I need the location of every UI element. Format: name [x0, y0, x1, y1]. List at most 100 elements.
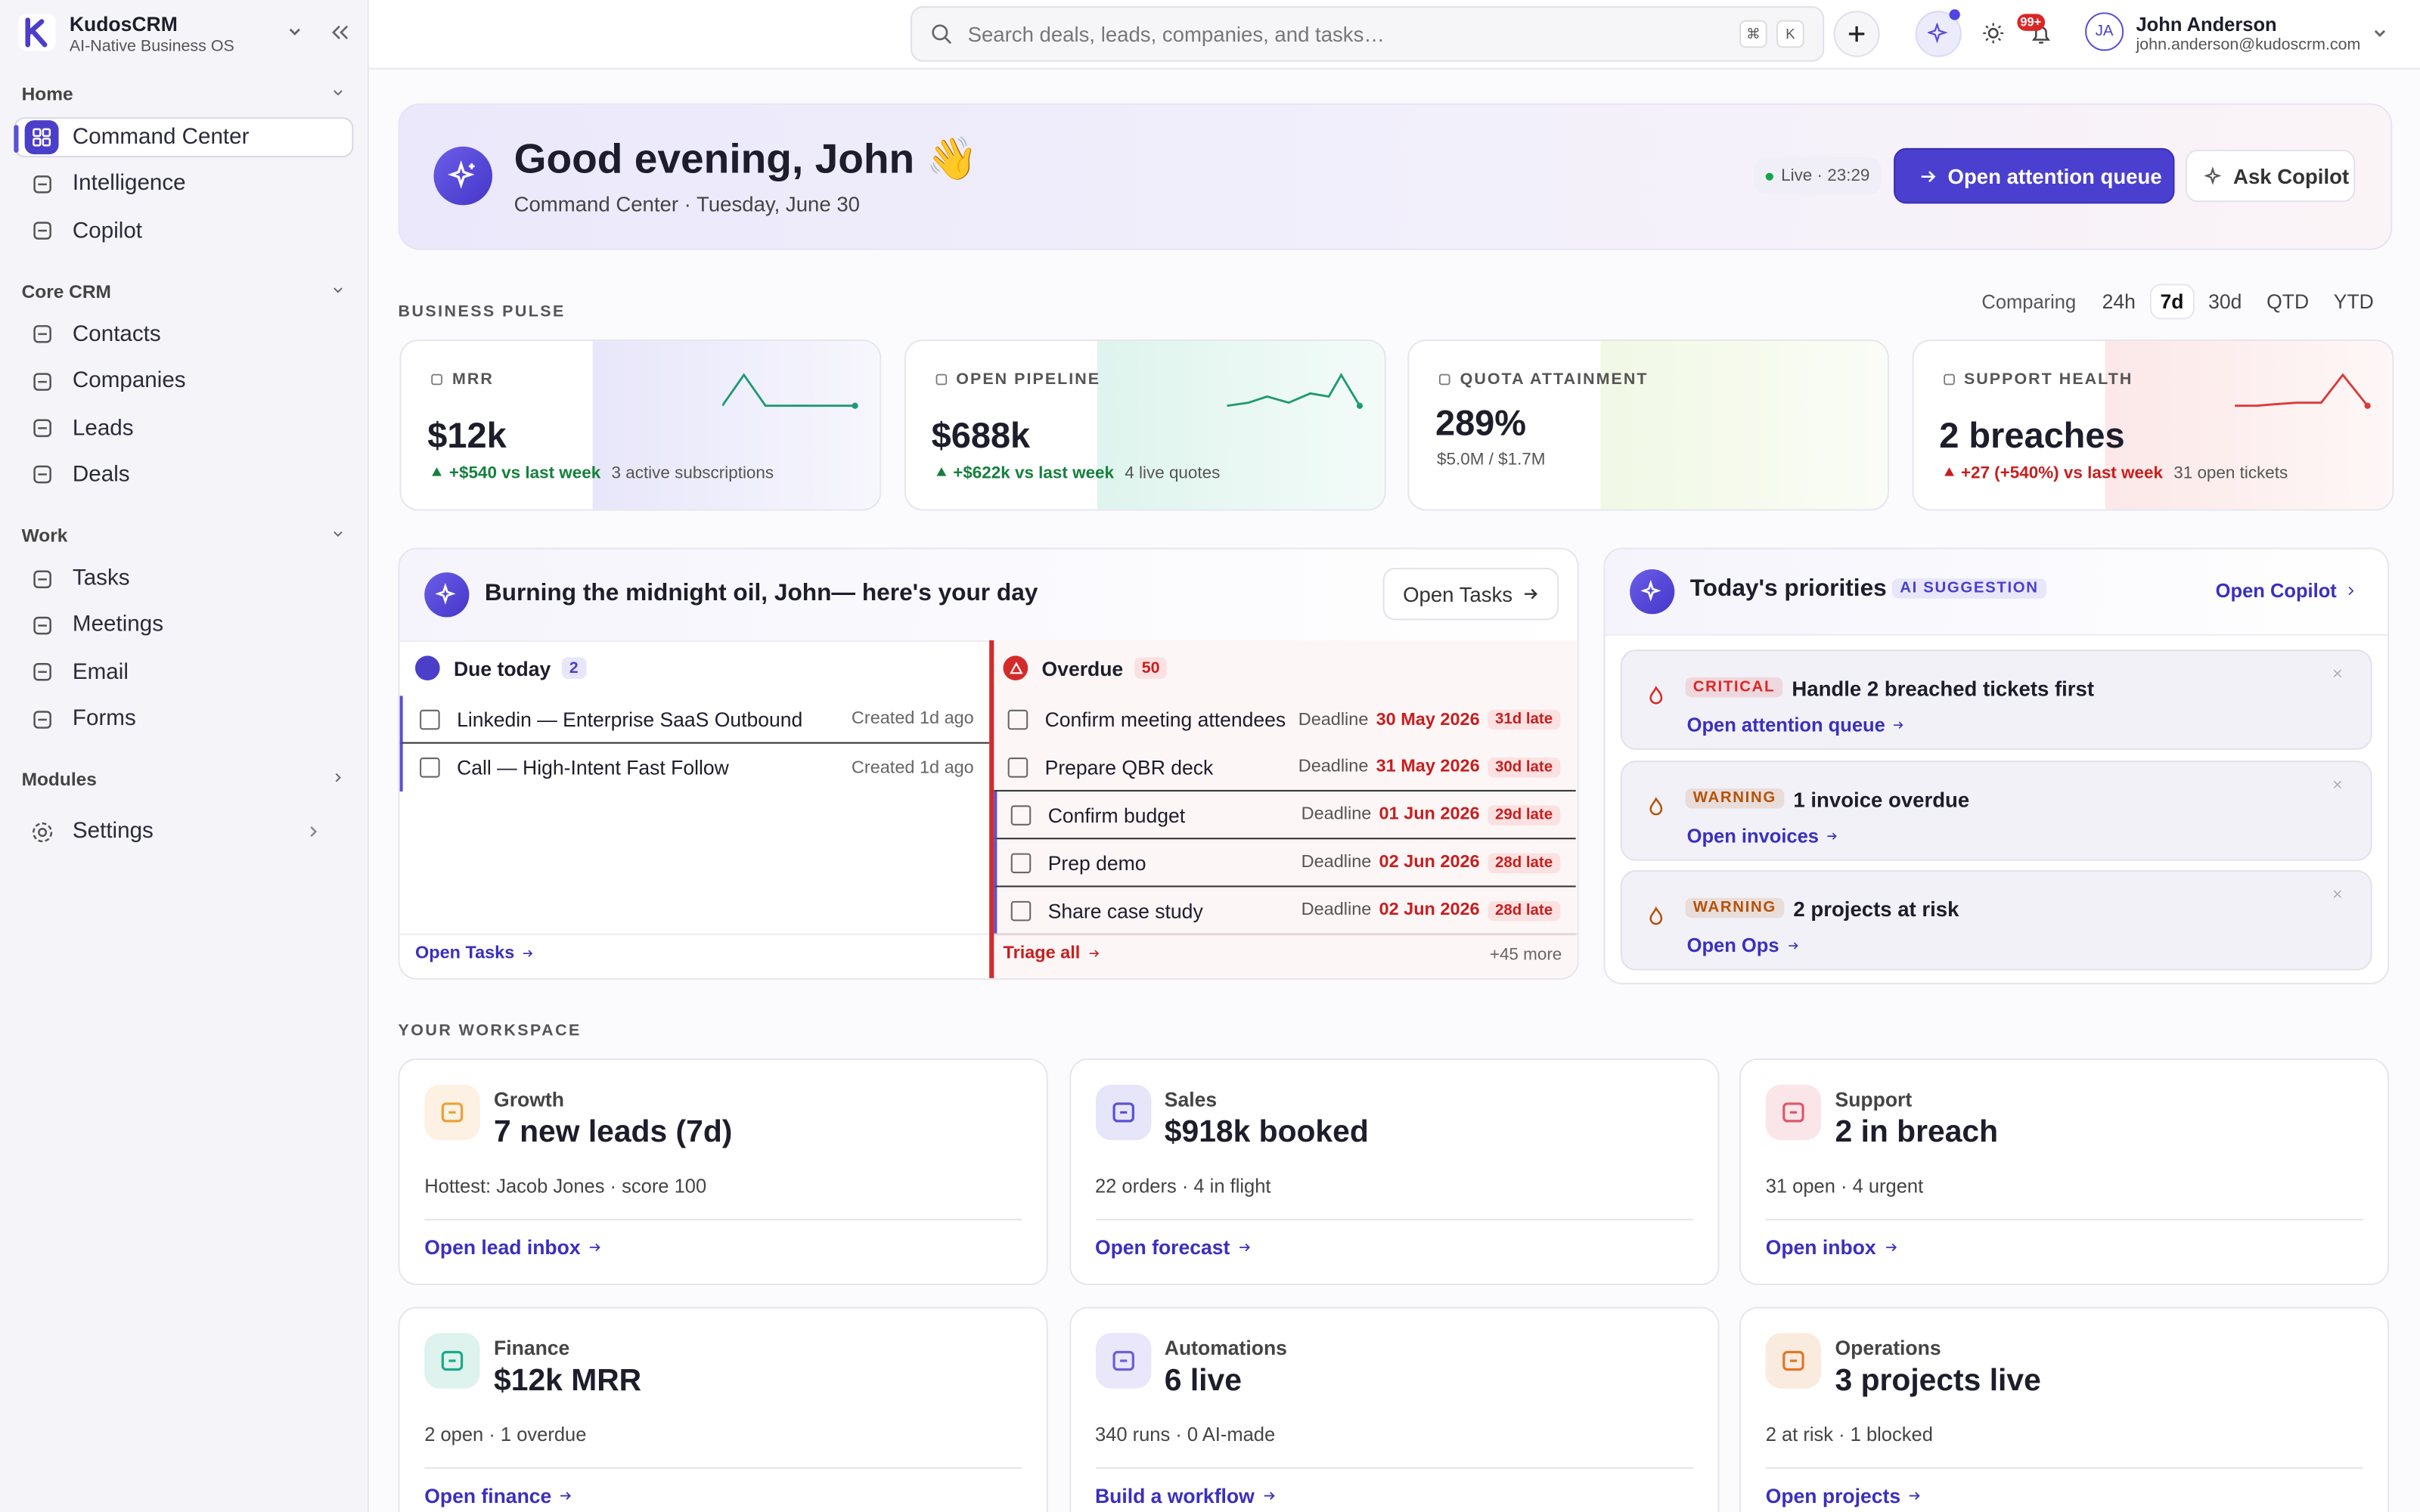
dismiss[interactable]	[2331, 777, 2344, 791]
section-title: YOUR WORKSPACE	[398, 1021, 582, 1040]
chevron	[334, 90, 343, 96]
nav-item[interactable]: Email	[14, 652, 353, 692]
nav-item[interactable]: Companies	[14, 361, 353, 401]
priority-link[interactable]: Open attention queue	[1687, 714, 1906, 736]
icon-part	[42, 128, 51, 138]
open-tasks[interactable]: Open Tasks	[1382, 568, 1559, 621]
theme-toggle[interactable]	[1981, 22, 2005, 45]
workspace-category: Sales	[1164, 1087, 1218, 1111]
workspace-link[interactable]: Open finance	[424, 1484, 573, 1507]
nav-item[interactable]: Deals	[14, 455, 353, 495]
overdue-link[interactable]: Triage all	[1004, 944, 1100, 962]
workspace-icon	[1094, 1084, 1151, 1141]
nav-item[interactable]: Meetings	[14, 606, 353, 646]
range-option[interactable]: QTD	[2266, 290, 2310, 314]
nav-item[interactable]: Settings	[14, 811, 353, 851]
late-badge: 29d late	[1487, 804, 1561, 825]
priorities-title: Today's priorities	[1689, 575, 1887, 602]
icon-part	[1921, 170, 1936, 182]
range-option[interactable]: 7d	[2151, 285, 2193, 318]
nav-item[interactable]: Copilot	[14, 211, 353, 251]
icon-part	[33, 710, 51, 728]
overdue-task[interactable]: Share case study Deadline 02 Jun 2026 28d l…	[994, 887, 1576, 935]
checkbox[interactable]	[420, 708, 440, 730]
task-title: Linkedin — Enterprise SaaS Outbound	[457, 707, 803, 731]
workspace-glyph	[441, 1350, 464, 1371]
workspace-link[interactable]: Open forecast	[1095, 1236, 1252, 1259]
checkbox[interactable]	[1007, 757, 1028, 777]
workspace-link[interactable]: Open inbox	[1766, 1236, 1897, 1259]
nav-label: Settings	[72, 819, 154, 844]
overdue-task[interactable]: Prep demo Deadline 02 Jun 2026 28d late	[994, 839, 1576, 888]
nav-section[interactable]: Work	[22, 525, 346, 547]
nav-label: Deals	[72, 462, 130, 488]
arrow	[1828, 832, 1838, 839]
dismiss[interactable]	[2331, 667, 2344, 680]
nav-icon	[33, 325, 51, 344]
nav-section-title: Work	[21, 525, 68, 547]
deadline-label: Deadline	[1301, 900, 1372, 920]
workspace-card[interactable]: Finance $12k MRR 2 open · 1 overdue Open fi…	[398, 1306, 1048, 1512]
collapse-sidebar[interactable]	[330, 23, 349, 42]
range-option[interactable]: 24h	[2102, 290, 2136, 314]
sparkline-end	[852, 402, 858, 409]
priority-link[interactable]: Open invoices	[1687, 825, 1839, 846]
nav-item[interactable]: Tasks	[14, 559, 353, 599]
divider	[1765, 1219, 2363, 1221]
open-copilot[interactable]: Open Copilot	[2216, 580, 2357, 602]
workspace-link[interactable]: Open projects	[1766, 1484, 1922, 1507]
nav-section[interactable]: Modules	[22, 769, 346, 791]
overdue-task[interactable]: Confirm budget Deadline 01 Jun 2026 29d lat…	[994, 791, 1576, 840]
range-option[interactable]: 30d	[2208, 290, 2242, 314]
overdue-task[interactable]: Confirm meeting attendees Deadline 30 May …	[994, 696, 1575, 743]
workspace-link[interactable]: Open lead inbox	[424, 1236, 602, 1259]
checkbox[interactable]	[420, 758, 440, 778]
search[interactable]: Search deals, leads, companies, and task…	[911, 6, 1825, 62]
workspace-link[interactable]: Build a workflow	[1095, 1484, 1276, 1507]
nav-item[interactable]: Forms	[14, 699, 353, 739]
spark-icon	[435, 583, 456, 605]
workspace-card[interactable]: Support 2 in breach 31 open · 4 urgent Open…	[1739, 1058, 2390, 1285]
dismiss[interactable]	[2331, 887, 2344, 900]
workspace-card[interactable]: Growth 7 new leads (7d) Hottest: Jacob Jon…	[398, 1058, 1048, 1285]
secondary-action[interactable]: Ask Copilot	[2185, 149, 2356, 203]
nav-section[interactable]: Home	[22, 83, 346, 105]
due-task[interactable]: Linkedin — Enterprise SaaS Outbound Creat…	[399, 696, 990, 744]
checkbox[interactable]	[1010, 804, 1032, 825]
user-name: John Anderson	[2136, 14, 2277, 36]
metric-note: $5.0M / $1.7M	[1437, 450, 1546, 469]
priority-icon	[1649, 796, 1663, 815]
nav-item[interactable]: Intelligence	[14, 164, 353, 204]
link-label: Build a workflow	[1094, 1484, 1255, 1507]
nav-section[interactable]: Core CRM	[22, 280, 346, 302]
trend-arrow	[935, 467, 946, 476]
nav-item[interactable]: Command Center	[14, 117, 354, 158]
checkbox[interactable]	[1010, 900, 1032, 921]
due-link[interactable]: Open Tasks	[415, 944, 535, 962]
add-button[interactable]	[1833, 11, 1880, 57]
primary-action[interactable]: Open attention queue	[1894, 147, 2175, 204]
metric-label-text: OPEN PIPELINE	[956, 370, 1101, 389]
workspace-card[interactable]: Operations 3 projects live 2 at risk · 1 b…	[1739, 1306, 2390, 1512]
overdue-task[interactable]: Prepare QBR deck Deadline 31 May 2026 30d l…	[994, 744, 1576, 792]
user-menu[interactable]	[2372, 26, 2387, 42]
workspace-toggle[interactable]	[287, 25, 302, 40]
due-task[interactable]: Call — High-Intent Fast Follow Created 1d…	[399, 743, 990, 792]
sparkline-path	[2234, 373, 2368, 407]
metric-delta: +$540 vs last week	[448, 464, 601, 483]
range-option[interactable]: YTD	[2333, 290, 2374, 314]
icon-part	[432, 467, 442, 476]
trend-arrow	[1944, 467, 1953, 476]
priority-link[interactable]: Open Ops	[1687, 935, 1799, 956]
workspace-card[interactable]: Automations 6 live 340 runs · 0 AI-made Bui…	[1069, 1306, 1719, 1512]
workspace-card[interactable]: Sales $918k booked 22 orders · 4 in flight…	[1069, 1058, 1719, 1285]
workspace-headline: 7 new leads (7d)	[494, 1115, 733, 1150]
nav-item[interactable]: Leads	[14, 408, 353, 448]
checkbox[interactable]	[1010, 852, 1032, 873]
sparkline	[1226, 373, 1363, 409]
link-label: Open projects	[1765, 1484, 1901, 1507]
nav-item[interactable]: Contacts	[14, 314, 353, 355]
checkbox[interactable]	[1007, 709, 1028, 730]
avatar[interactable]: JA	[2085, 12, 2124, 51]
workspace-glyph	[1782, 1102, 1804, 1123]
